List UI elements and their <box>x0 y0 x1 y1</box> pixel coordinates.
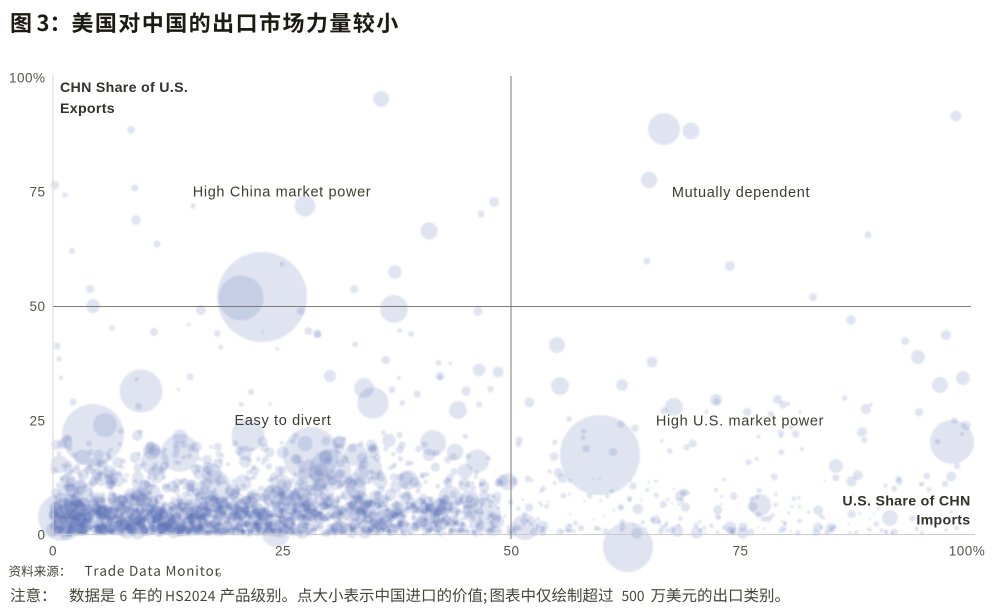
svg-text:75: 75 <box>29 185 45 200</box>
svg-text:0: 0 <box>49 544 57 559</box>
svg-text:Imports: Imports <box>916 513 970 529</box>
svg-text:U.S. Share of CHN: U.S. Share of CHN <box>842 494 970 510</box>
svg-text:0: 0 <box>37 528 45 543</box>
svg-text:High China market power: High China market power <box>193 185 372 201</box>
svg-text:100%: 100% <box>9 71 46 86</box>
svg-text:High U.S. market power: High U.S. market power <box>656 414 824 430</box>
svg-text:100%: 100% <box>949 544 986 559</box>
svg-text:75: 75 <box>732 544 748 559</box>
svg-text:50: 50 <box>503 544 519 559</box>
svg-text:50: 50 <box>29 299 45 314</box>
svg-text:25: 25 <box>29 413 45 428</box>
svg-text:CHN Share of U.S.: CHN Share of U.S. <box>60 80 188 96</box>
svg-text:Mutually dependent: Mutually dependent <box>672 185 810 201</box>
svg-text:Exports: Exports <box>60 101 115 117</box>
svg-text:25: 25 <box>275 544 291 559</box>
svg-text:Easy to divert: Easy to divert <box>235 413 332 429</box>
